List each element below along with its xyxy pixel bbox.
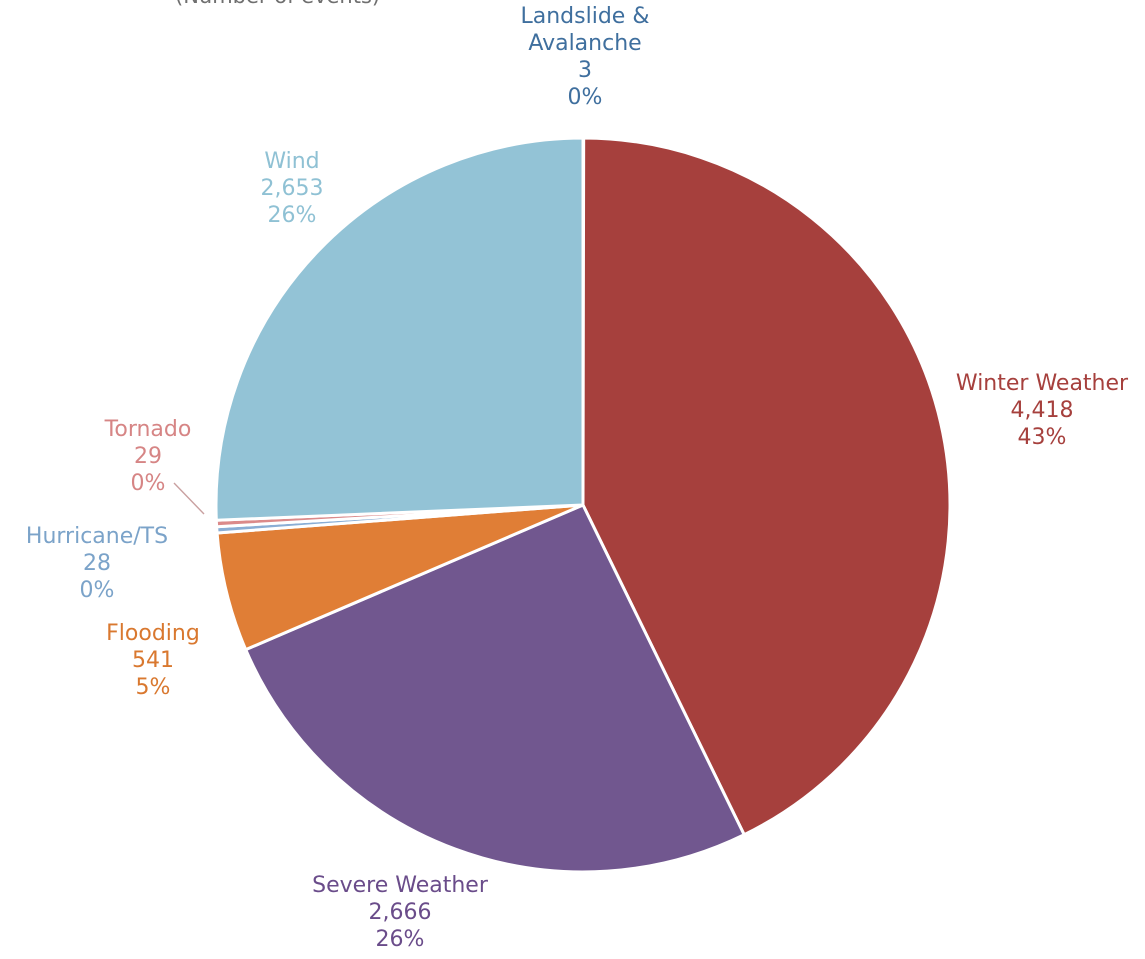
slice-label-count: 28 <box>83 551 111 576</box>
chart-title: (Number of events) <box>175 0 380 8</box>
slice-label-count: 2,666 <box>368 900 432 925</box>
pie-slice-wind <box>214 136 585 522</box>
pie-slice-winter-weather <box>581 136 952 837</box>
slice-label-name: Tornado <box>104 417 192 442</box>
slice-label-count: 2,653 <box>260 176 324 201</box>
slice-label-hurricane-ts: Hurricane/TS 28 0% <box>0 523 247 604</box>
slice-label-name: Wind <box>264 149 320 174</box>
slice-label-severe-weather: Severe Weather 2,666 26% <box>250 872 550 953</box>
slice-label-winter-weather: Winter Weather 4,418 43% <box>892 370 1145 451</box>
slice-label-name: Landslide & Avalanche <box>520 4 650 56</box>
slice-label-percent: 43% <box>1017 425 1067 450</box>
slice-label-landslide-avalanche: Landslide & Avalanche 3 0% <box>435 3 735 111</box>
slice-label-percent: 0% <box>567 85 603 110</box>
slice-label-name: Winter Weather <box>955 371 1129 396</box>
slice-label-count: 29 <box>134 444 162 469</box>
slice-label-count: 3 <box>578 58 592 83</box>
slice-label-percent: 0% <box>79 578 115 603</box>
slice-label-count: 4,418 <box>1010 398 1074 423</box>
slice-label-percent: 5% <box>135 675 171 700</box>
slice-label-percent: 0% <box>130 471 166 496</box>
slice-label-count: 541 <box>132 648 174 673</box>
slice-label-wind: Wind 2,653 26% <box>142 148 442 229</box>
slice-label-percent: 26% <box>375 927 425 952</box>
slice-label-percent: 26% <box>267 203 317 228</box>
slice-label-name: Severe Weather <box>312 873 488 898</box>
slice-label-flooding: Flooding 541 5% <box>3 620 303 701</box>
slice-label-name: Flooding <box>106 621 200 646</box>
tornado-leader-line <box>173 482 205 515</box>
slice-label-name: Hurricane/TS <box>25 524 169 549</box>
slice-label-tornado: Tornado 29 0% <box>0 416 298 497</box>
pie-slices <box>214 136 952 874</box>
